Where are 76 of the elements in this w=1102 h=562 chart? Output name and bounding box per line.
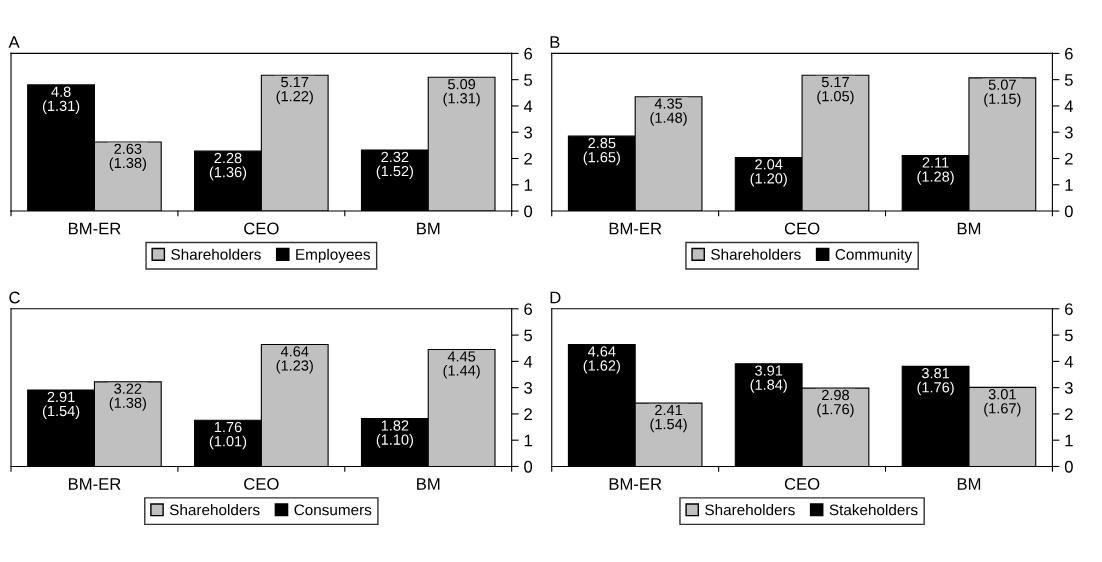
data-label: 2.98 (1.76) xyxy=(817,389,854,418)
data-label: 3.22 (1.38) xyxy=(109,383,146,411)
y-tick-label: 1 xyxy=(524,434,532,447)
data-label: 1.82 (1.10) xyxy=(376,420,414,448)
y-tick-label: 3 xyxy=(1064,126,1073,139)
y-tick-label: 4 xyxy=(1064,100,1073,112)
y-tick-label: 3 xyxy=(524,126,533,139)
data-label: 4.45 (1.44) xyxy=(443,351,480,379)
y-tick-label: 2 xyxy=(524,408,532,420)
data-label: 5.09 (1.31) xyxy=(443,79,480,107)
data-label: 3.91 (1.84) xyxy=(750,365,787,393)
x-tick-label: BM xyxy=(957,222,981,235)
data-label: 5.07 (1.15) xyxy=(984,79,1021,107)
y-tick-label: 3 xyxy=(1064,382,1073,394)
legend-label: Shareholders xyxy=(171,248,261,260)
data-label: 2.11 (1.28) xyxy=(917,157,954,185)
x-tick-label: BM-ER xyxy=(68,222,121,235)
y-tick-label: 5 xyxy=(1064,74,1073,86)
legend-label: Shareholders xyxy=(705,504,795,516)
y-tick-label: 1 xyxy=(1065,179,1073,191)
y-tick-label: 1 xyxy=(524,179,532,191)
x-tick-label: BM-ER xyxy=(68,478,121,490)
x-tick-label: CEO xyxy=(244,478,279,490)
data-label: 4.64 (1.62) xyxy=(583,346,620,374)
y-tick-label: 2 xyxy=(524,152,532,165)
chart-title: A xyxy=(8,36,20,48)
legend-label: Stakeholders xyxy=(829,504,918,516)
data-label: 1.76 (1.01) xyxy=(209,421,247,450)
data-label: 5.17 (1.22) xyxy=(276,77,313,105)
chart-title: D xyxy=(550,291,561,304)
y-tick-label: 5 xyxy=(524,74,533,86)
x-tick-label: BM-ER xyxy=(609,478,662,490)
y-tick-label: 6 xyxy=(524,303,533,315)
data-label: 4.35 (1.48) xyxy=(650,98,687,126)
data-label: 3.01 (1.67) xyxy=(984,389,1021,417)
y-tick-label: 4 xyxy=(523,355,533,368)
data-label: 2.63 (1.38) xyxy=(109,143,146,171)
y-tick-label: 4 xyxy=(1064,355,1073,368)
y-tick-label: 6 xyxy=(1065,47,1073,60)
data-label: 4.64 (1.23) xyxy=(276,346,313,374)
y-tick-label: 3 xyxy=(524,382,533,394)
data-label: 5.17 (1.05) xyxy=(817,77,854,105)
y-tick-label: 6 xyxy=(524,47,533,60)
y-tick-label: 0 xyxy=(1064,205,1073,218)
y-tick-label: 0 xyxy=(524,460,533,473)
data-label: 2.04 (1.20) xyxy=(750,159,787,187)
y-tick-label: 0 xyxy=(524,205,533,218)
data-label: 4.8 (1.31) xyxy=(42,86,80,114)
y-tick-label: 4 xyxy=(523,100,533,112)
x-tick-label: BM xyxy=(417,222,440,235)
x-tick-label: CEO xyxy=(244,222,279,235)
y-tick-label: 1 xyxy=(1065,434,1073,447)
x-tick-label: CEO xyxy=(784,222,820,235)
data-label: 3.81 (1.76) xyxy=(917,368,954,396)
x-tick-label: BM xyxy=(417,478,440,490)
legend-label: Community xyxy=(835,248,913,263)
data-label: 2.32 (1.52) xyxy=(376,151,414,180)
data-label: 2.91 (1.54) xyxy=(42,391,80,420)
y-tick-label: 2 xyxy=(1065,408,1073,420)
legend-label: Shareholders xyxy=(711,248,801,260)
y-tick-label: 5 xyxy=(1064,329,1073,342)
data-label: 2.41 (1.54) xyxy=(650,404,687,433)
data-label: 2.28 (1.36) xyxy=(209,152,247,181)
legend-label: Employees xyxy=(296,248,370,263)
data-label: 2.85 (1.65) xyxy=(583,137,620,166)
legend-label: Shareholders xyxy=(169,504,260,516)
y-tick-label: 6 xyxy=(1065,303,1073,315)
y-tick-label: 0 xyxy=(1064,460,1073,473)
legend-label: Consumers xyxy=(294,504,372,516)
y-tick-label: 2 xyxy=(1065,152,1073,165)
x-tick-label: CEO xyxy=(784,478,820,490)
chart-title: B xyxy=(550,36,560,48)
y-tick-label: 5 xyxy=(524,329,533,342)
chart-title: C xyxy=(9,291,20,304)
x-tick-label: BM xyxy=(957,478,981,490)
x-tick-label: BM-ER xyxy=(609,222,662,235)
